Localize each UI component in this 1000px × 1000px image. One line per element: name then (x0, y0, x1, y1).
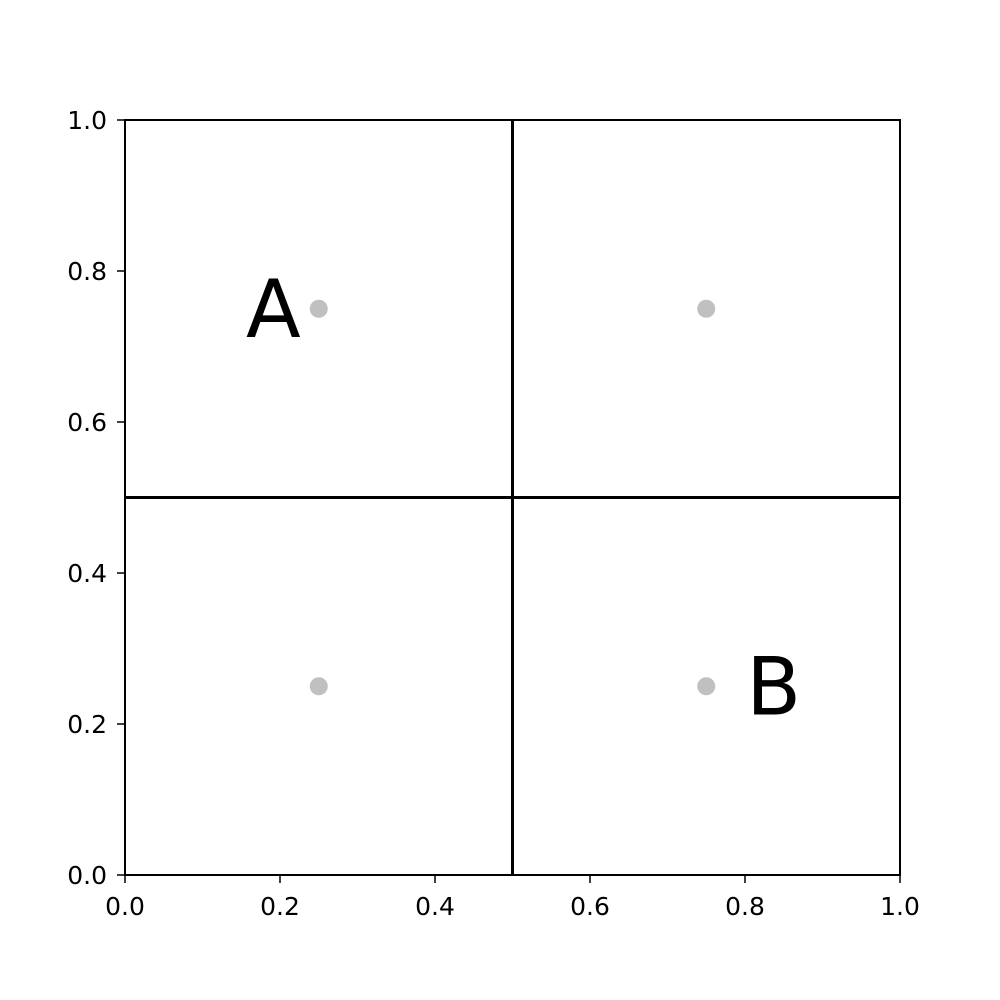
scatter-point (309, 677, 328, 696)
y-tick-label: 0.2 (67, 710, 107, 739)
y-axis: 0.0 0.2 0.4 0.6 0.8 1.0 (67, 106, 125, 890)
scatter-point (697, 299, 716, 318)
x-tick-label: 0.4 (415, 892, 455, 921)
x-tick-label: 1.0 (880, 892, 920, 921)
y-tick-label: 0.4 (67, 559, 107, 588)
y-tick-label: 1.0 (67, 106, 107, 135)
x-axis: 0.0 0.2 0.4 0.6 0.8 1.0 (105, 875, 920, 921)
annotation-label-a: A (246, 263, 301, 356)
annotation-label-b: B (746, 640, 801, 733)
y-tick-label: 0.8 (67, 257, 107, 286)
y-tick-label: 0.0 (67, 861, 107, 890)
axes-frame (124, 119, 901, 876)
x-tick-label: 0.8 (725, 892, 765, 921)
x-tick-label: 0.0 (105, 892, 145, 921)
plot-area: AB (125, 120, 900, 875)
x-tick-label: 0.2 (260, 892, 300, 921)
x-tick-label: 0.6 (570, 892, 610, 921)
y-tick-label: 0.6 (67, 408, 107, 437)
scatter-point (697, 677, 716, 696)
scatter-point (309, 299, 328, 318)
